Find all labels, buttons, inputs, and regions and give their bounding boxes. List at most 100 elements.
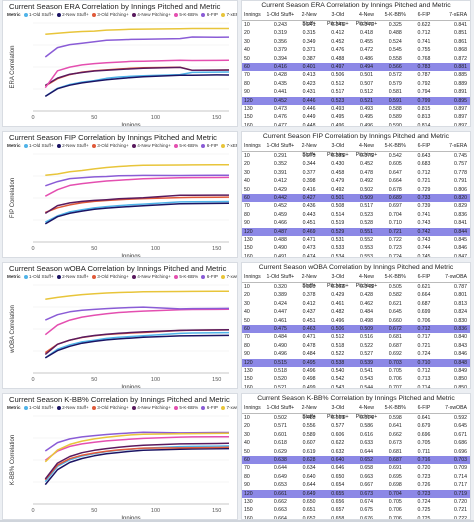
legend-item[interactable]: 7-xwOBA [220,274,237,279]
line-chart[interactable]: Current Season ERA Correlation by Inning… [2,0,238,127]
column-header[interactable]: 3-Old Pitching+ [327,143,349,158]
column-header[interactable]: 2-New Stuff+ [301,274,317,289]
column-header[interactable]: 4-New Pitching+ [355,143,378,158]
line-chart[interactable]: Current Season wOBA Correlation by Innin… [2,262,238,389]
legend-item[interactable]: 2-New Stuff+ [56,143,89,148]
column-header[interactable]: Innings [244,143,261,149]
table-row[interactable]: 20 0.352 0.344 0.430 0.452 0.605 0.683 0.757 [242,160,470,168]
table-row[interactable]: 90 0.653 0.644 0.654 0.667 0.698 0.726 0.717 [242,481,470,489]
legend-item[interactable]: 5-K-BB% [173,274,198,279]
column-header[interactable]: 4-New Pitching+ [355,274,378,289]
table-row[interactable]: 150 0.520 0.498 0.542 0.543 0.706 0.713 0.850 [242,375,470,383]
series-line-2[interactable] [44,334,230,359]
legend-item[interactable]: 4-New Pitching+ [131,405,171,410]
legend-item[interactable]: 4-New Pitching+ [131,274,171,279]
legend-item[interactable]: 7-xERA [220,12,237,17]
column-header[interactable]: 3-Old Pitching+ [327,405,349,420]
column-header[interactable]: 1-Old Stuff+ [266,274,295,280]
legend-item[interactable]: 5-K-BB% [173,143,198,148]
series-line-3[interactable] [44,446,230,481]
legend-item[interactable]: 5-K-BB% [173,405,198,410]
column-header[interactable]: 4-New Pitching+ [355,405,378,420]
series-line-1[interactable] [44,331,230,359]
legend-item[interactable]: 6-FIP [201,12,218,17]
column-header[interactable]: 4-New Pitching+ [355,12,378,27]
table-row[interactable]: 120 0.487 0.469 0.529 0.551 0.721 0.742 0.844 [242,227,470,236]
table-row[interactable]: 150 0.476 0.449 0.495 0.495 0.589 0.813 0.897 [242,113,470,121]
table-row[interactable]: 80 0.490 0.478 0.518 0.522 0.687 0.721 0.843 [242,342,470,350]
table-row[interactable]: 130 0.473 0.446 0.493 0.493 0.588 0.815 0.897 [242,105,470,113]
table-row[interactable]: 150 0.663 0.651 0.657 0.675 0.706 0.725 0.721 [242,506,470,514]
table-row[interactable]: 20 0.389 0.378 0.429 0.428 0.582 0.664 0.801 [242,291,470,299]
table-row[interactable]: 50 0.394 0.387 0.488 0.486 0.558 0.768 0.872 [242,55,470,63]
series-line-5[interactable] [44,435,229,461]
table-row[interactable]: 90 0.496 0.484 0.522 0.527 0.692 0.724 0.846 [242,350,470,358]
table-row[interactable]: 80 0.459 0.443 0.514 0.523 0.704 0.741 0.836 [242,211,470,219]
legend-item[interactable]: 2-New Stuff+ [56,405,89,410]
table-row[interactable]: 160 0.664 0.652 0.658 0.676 0.706 0.725 0.722 [242,515,470,519]
table-row[interactable]: 30 0.424 0.412 0.461 0.462 0.621 0.687 0.813 [242,300,470,308]
table-row[interactable]: 90 0.441 0.431 0.517 0.512 0.581 0.794 0.891 [242,88,470,96]
legend-item[interactable]: 3-Old Pitching+ [91,143,129,148]
legend-item[interactable]: 6-FIP [201,274,218,279]
data-table[interactable]: Current Season FIP Correlation by Inning… [241,131,471,258]
legend-item[interactable]: 4-New Pitching+ [131,12,171,17]
table-row[interactable]: 60 0.442 0.427 0.501 0.509 0.689 0.733 0.820 [242,193,470,203]
column-header[interactable]: 7-xwOBA [445,405,468,411]
table-row[interactable]: 40 0.379 0.371 0.476 0.472 0.545 0.755 0.868 [242,46,470,54]
table-row[interactable]: 50 0.461 0.451 0.496 0.498 0.660 0.706 0.830 [242,317,470,325]
legend-item[interactable]: 3-Old Pitching+ [91,274,129,279]
table-row[interactable]: 120 0.452 0.446 0.523 0.521 0.591 0.799 0.895 [242,96,470,105]
table-row[interactable]: 10 0.291 0.275 0.385 0.376 0.542 0.643 0.745 [242,152,470,160]
table-row[interactable]: 120 0.515 0.495 0.538 0.539 0.703 0.710 0.848 [242,358,470,367]
legend-item[interactable]: 1-Old Stuff+ [23,274,54,279]
table-row[interactable]: 90 0.466 0.451 0.519 0.528 0.710 0.743 0.841 [242,219,470,227]
table-row[interactable]: 160 0.521 0.499 0.543 0.544 0.707 0.714 0.850 [242,384,470,388]
series-line-4[interactable] [44,66,230,87]
series-line-7[interactable] [45,290,229,300]
series-line-4[interactable] [44,194,229,215]
table-row[interactable]: 160 0.477 0.448 0.496 0.496 0.590 0.814 0.897 [242,122,470,126]
table-row[interactable]: 130 0.488 0.471 0.531 0.552 0.722 0.743 0.845 [242,236,470,244]
series-line-5[interactable] [44,308,230,336]
column-header[interactable]: 6-FIP [417,143,431,149]
legend-item[interactable]: 2-New Stuff+ [56,12,89,17]
table-row[interactable]: 50 0.429 0.416 0.492 0.502 0.678 0.729 0.806 [242,186,470,194]
column-header[interactable]: Innings [244,274,261,280]
series-line-5[interactable] [44,59,230,89]
series-line-2[interactable] [44,74,230,98]
legend-item[interactable]: 3-Old Pitching+ [91,405,129,410]
table-row[interactable]: 30 0.601 0.589 0.606 0.616 0.662 0.696 0.671 [242,431,470,439]
table-row[interactable]: 60 0.638 0.628 0.640 0.652 0.687 0.716 0.703 [242,455,470,465]
column-header[interactable]: 1-Old Stuff+ [266,12,295,18]
column-header[interactable]: 2-New Stuff+ [301,405,317,420]
series-line-6[interactable] [44,306,230,321]
series-line-7[interactable] [45,163,230,176]
data-table[interactable]: Current Season K-BB% Correlation by Inni… [241,393,471,520]
table-row[interactable]: 40 0.447 0.437 0.482 0.484 0.645 0.699 0.824 [242,308,470,316]
table-row[interactable]: 60 0.416 0.401 0.497 0.494 0.566 0.783 0.881 [242,62,470,72]
legend-item[interactable]: 6-FIP [201,143,218,148]
legend-item[interactable]: 4-New Pitching+ [131,143,171,148]
table-row[interactable]: 160 0.491 0.474 0.534 0.553 0.724 0.745 0.847 [242,253,470,257]
legend-item[interactable]: 1-Old Stuff+ [23,12,54,17]
legend-item[interactable]: 5-K-BB% [173,12,198,17]
table-row[interactable]: 10 0.320 0.320 0.362 0.348 0.505 0.621 0.787 [242,283,470,291]
table-row[interactable]: 30 0.391 0.377 0.458 0.478 0.647 0.712 0.778 [242,169,470,177]
column-header[interactable]: 7-xERA [449,143,468,149]
table-row[interactable]: 30 0.356 0.349 0.452 0.455 0.524 0.741 0.861 [242,38,470,46]
table-row[interactable]: 10 0.502 0.488 0.510 0.514 0.598 0.641 0.592 [242,414,470,422]
legend-item[interactable]: 2-New Stuff+ [56,274,89,279]
column-header[interactable]: 3-Old Pitching+ [327,274,349,289]
table-row[interactable]: 130 0.518 0.496 0.540 0.541 0.705 0.712 0.849 [242,367,470,375]
legend-item[interactable]: 1-Old Stuff+ [23,143,54,148]
series-line-5[interactable] [44,176,230,197]
legend-item[interactable]: 7-xwOBA [220,405,237,410]
column-header[interactable]: 7-xERA [449,12,468,18]
data-table[interactable]: Current Season wOBA Correlation by Innin… [241,262,471,389]
table-row[interactable]: 40 0.412 0.398 0.479 0.492 0.664 0.721 0.791 [242,177,470,185]
table-row[interactable]: 10 0.243 0.241 0.341 0.347 0.325 0.622 0.841 [242,21,470,29]
line-chart[interactable]: Current Season K-BB% Correlation by Inni… [2,393,238,520]
legend-item[interactable]: 1-Old Stuff+ [23,405,54,410]
series-line-3[interactable] [45,196,230,214]
